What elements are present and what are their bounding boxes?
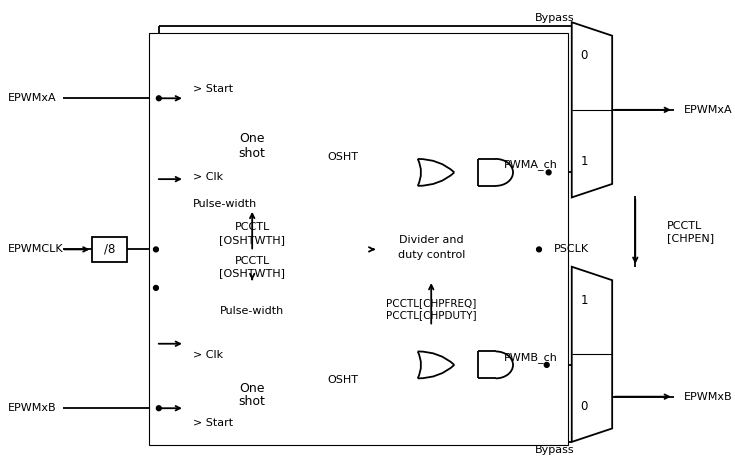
Text: EPWMxA: EPWMxA: [684, 105, 732, 115]
Text: Bypass: Bypass: [534, 445, 574, 454]
Text: > Start: > Start: [193, 417, 233, 428]
Text: 0: 0: [581, 50, 588, 62]
Text: 1: 1: [581, 155, 588, 168]
Text: One: One: [240, 132, 265, 145]
Text: PCCTL
[CHPEN]: PCCTL [CHPEN]: [667, 221, 714, 243]
Polygon shape: [572, 267, 612, 442]
Text: EPWMxA: EPWMxA: [7, 93, 57, 103]
Text: 1: 1: [581, 294, 588, 307]
Text: duty control: duty control: [398, 250, 465, 260]
Bar: [93, 237, 127, 262]
Text: > Clk: > Clk: [193, 172, 223, 182]
Text: PCCTL: PCCTL: [234, 256, 270, 266]
Text: [OSHTWTH]: [OSHTWTH]: [219, 235, 285, 245]
Circle shape: [537, 247, 542, 252]
Circle shape: [154, 285, 158, 290]
Circle shape: [157, 406, 161, 410]
Text: PWMB_ch: PWMB_ch: [503, 352, 557, 363]
Text: PWMA_ch: PWMA_ch: [503, 159, 557, 170]
Text: PCCTL[CHPFREQ]: PCCTL[CHPFREQ]: [386, 298, 476, 308]
Text: Divider and: Divider and: [399, 235, 464, 245]
Text: PCCTL[CHPDUTY]: PCCTL[CHPDUTY]: [386, 310, 476, 320]
Text: shot: shot: [239, 146, 265, 160]
Text: Pulse-width: Pulse-width: [220, 306, 284, 316]
Text: OSHT: OSHT: [327, 375, 358, 385]
Text: PCCTL: PCCTL: [234, 222, 270, 232]
Bar: [184, 62, 320, 209]
Text: shot: shot: [239, 395, 265, 408]
Bar: [184, 280, 320, 421]
Text: EPWMxB: EPWMxB: [7, 403, 57, 413]
Text: Bypass: Bypass: [534, 14, 574, 23]
Text: OSHT: OSHT: [327, 152, 358, 162]
Text: Pulse-width: Pulse-width: [193, 199, 257, 209]
Circle shape: [546, 170, 551, 175]
Circle shape: [157, 96, 161, 101]
Text: > Clk: > Clk: [193, 350, 223, 360]
Text: EPWMCLK: EPWMCLK: [7, 244, 63, 255]
Text: 0: 0: [581, 400, 588, 413]
Circle shape: [545, 363, 549, 367]
Text: EPWMxB: EPWMxB: [684, 392, 732, 402]
Bar: [373, 219, 489, 280]
Text: One: One: [240, 381, 265, 395]
Text: > Start: > Start: [193, 84, 233, 94]
Circle shape: [154, 247, 158, 252]
Text: PSCLK: PSCLK: [553, 244, 589, 255]
Polygon shape: [572, 22, 612, 197]
Text: [OSHTWTH]: [OSHTWTH]: [219, 269, 285, 278]
Text: /8: /8: [104, 243, 115, 256]
Bar: [149, 33, 568, 445]
